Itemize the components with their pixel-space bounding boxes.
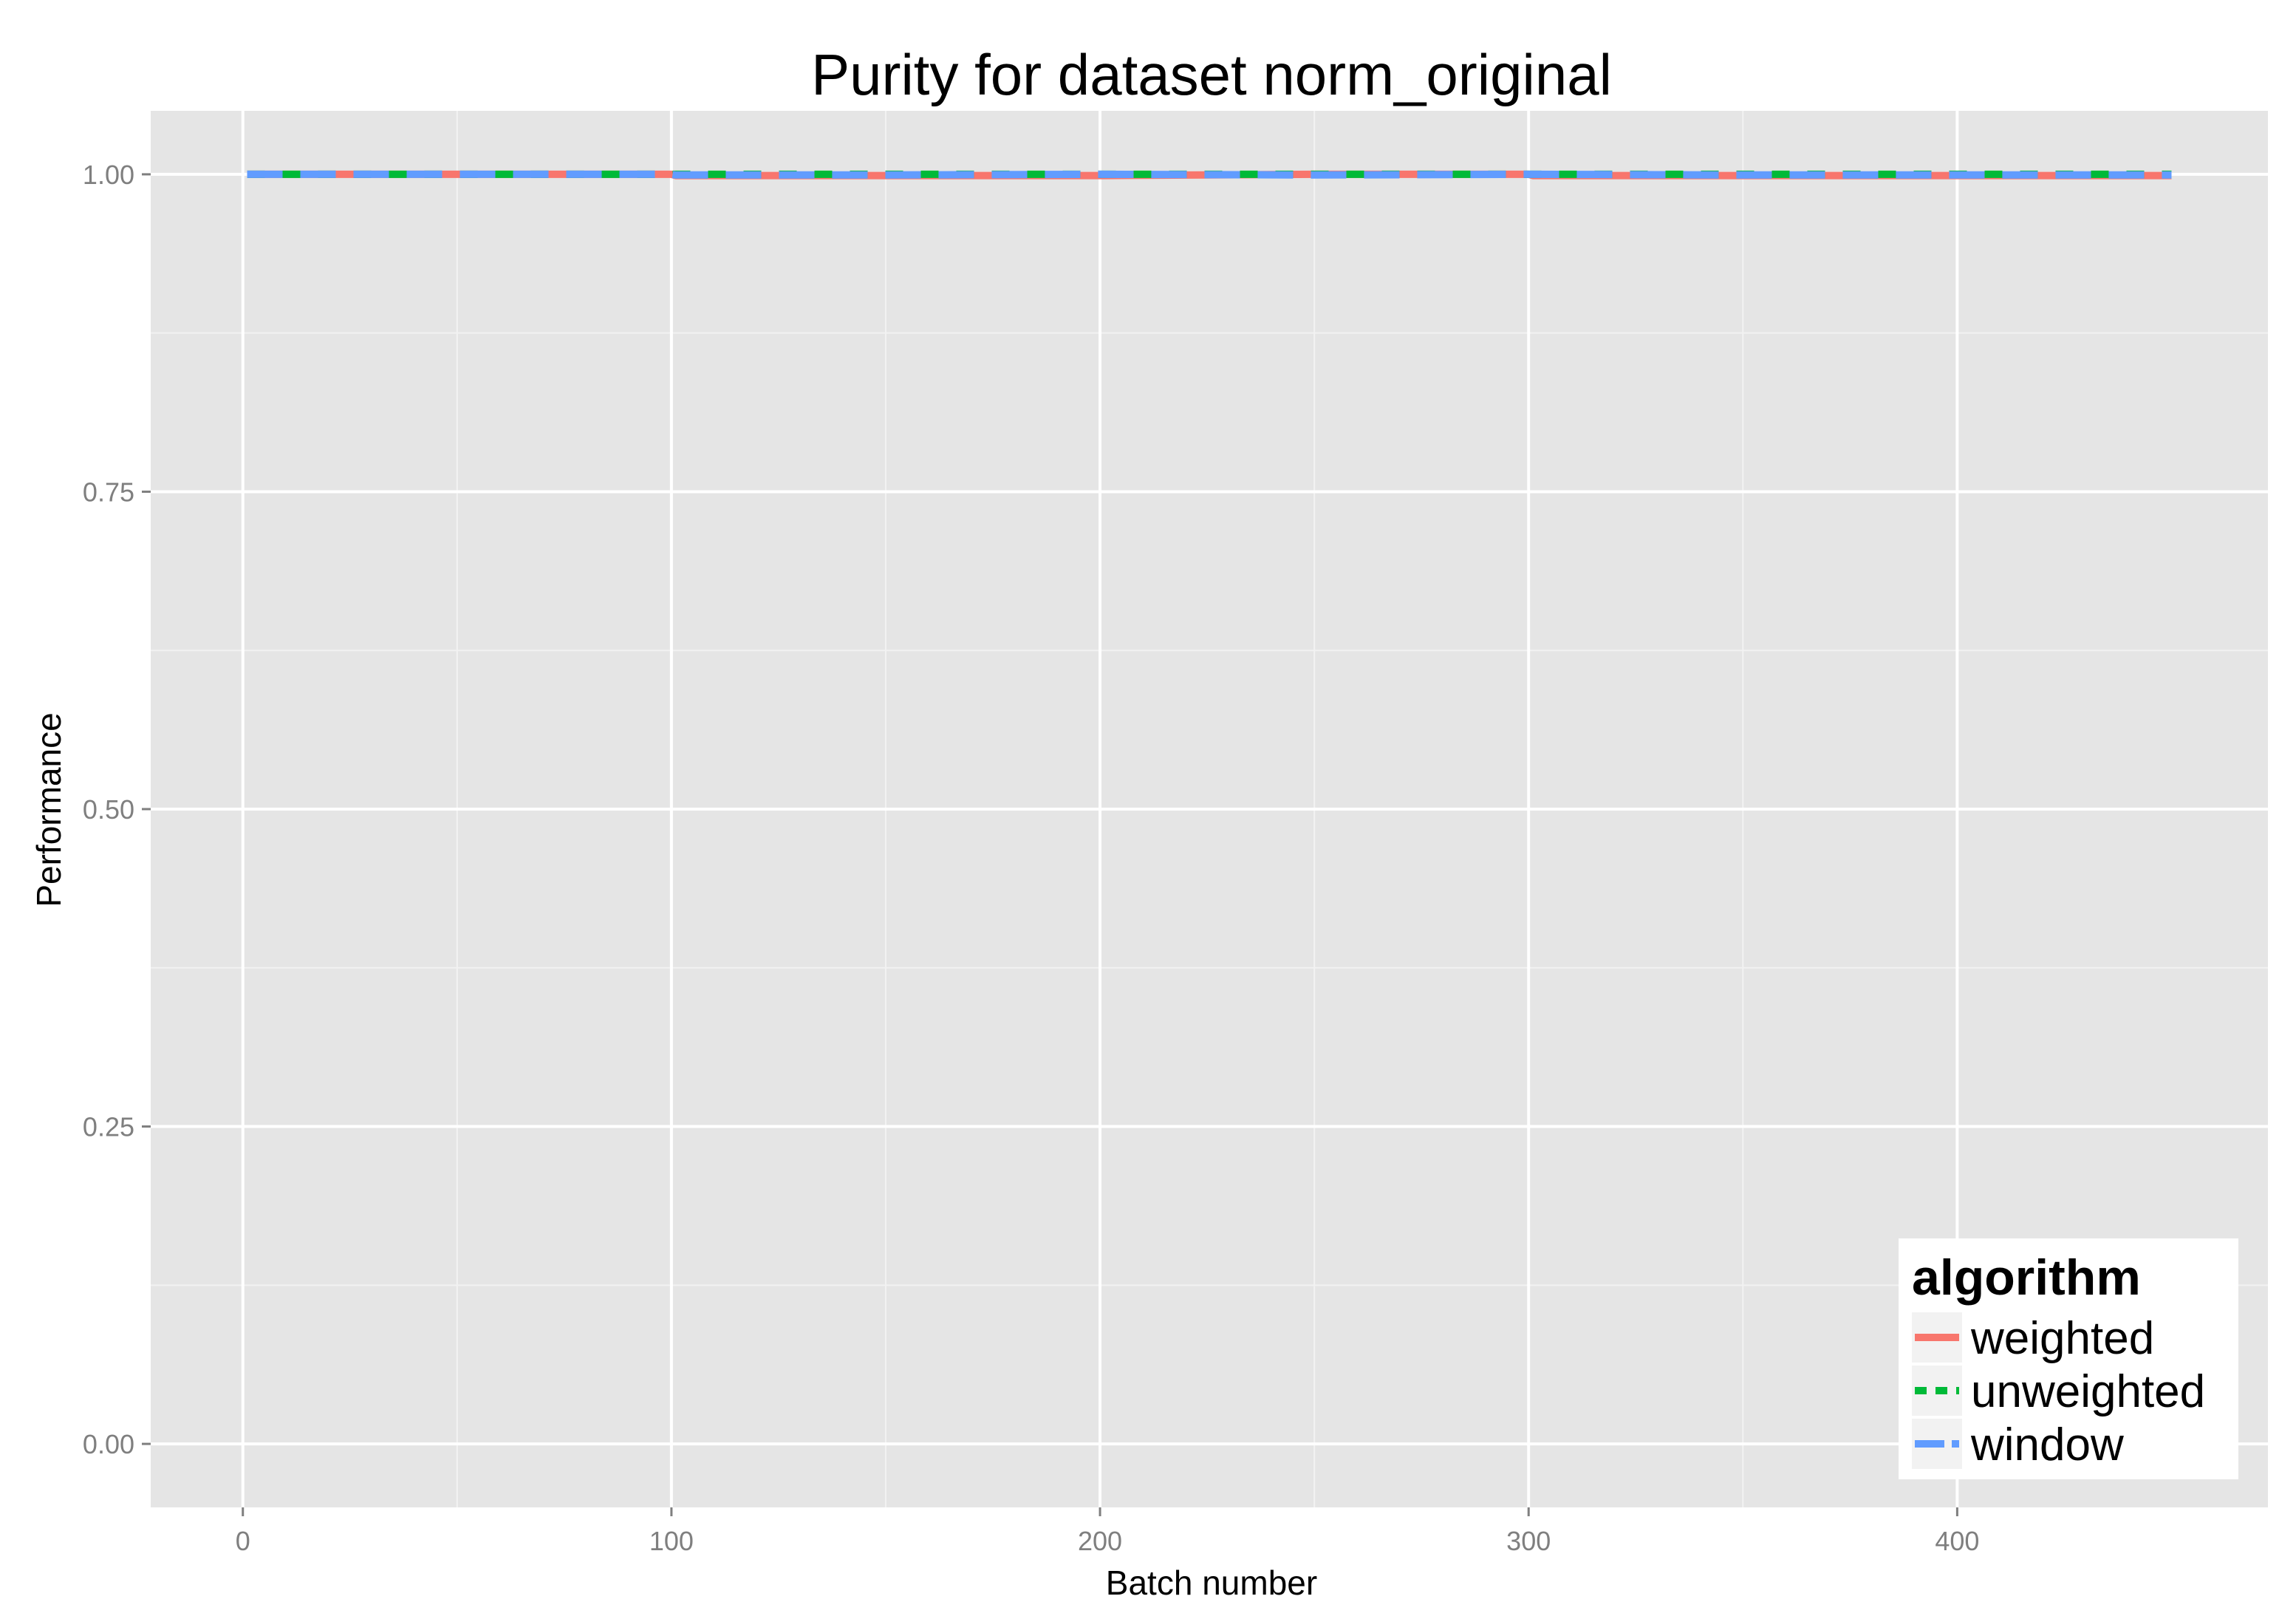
x-tick-label: 100 (649, 1526, 694, 1556)
x-tick-label: 400 (1935, 1526, 1979, 1556)
y-tick-label: 0.50 (83, 794, 134, 825)
legend-label-weighted: weighted (1970, 1313, 2154, 1364)
x-axis: 0 100 200 300 400 (236, 1507, 1979, 1556)
y-axis-label: Performance (30, 712, 68, 907)
legend-label-window: window (1970, 1419, 2124, 1470)
y-tick-label: 0.75 (83, 477, 134, 507)
y-tick-label: 0.25 (83, 1112, 134, 1142)
x-tick-label: 0 (236, 1526, 250, 1556)
y-tick-label: 0.00 (83, 1429, 134, 1459)
chart-title: Purity for dataset norm_original (811, 42, 1612, 107)
x-tick-label: 200 (1078, 1526, 1122, 1556)
legend-title: algorithm (1912, 1249, 2141, 1306)
y-axis: 0.00 0.25 0.50 0.75 1.00 (83, 160, 151, 1459)
series-line-window (247, 170, 2172, 179)
x-axis-label: Batch number (1106, 1564, 1317, 1602)
series-lines (247, 170, 2172, 180)
legend-label-unweighted: unweighted (1971, 1366, 2205, 1417)
x-tick-label: 300 (1506, 1526, 1551, 1556)
y-tick-label: 1.00 (83, 160, 134, 190)
